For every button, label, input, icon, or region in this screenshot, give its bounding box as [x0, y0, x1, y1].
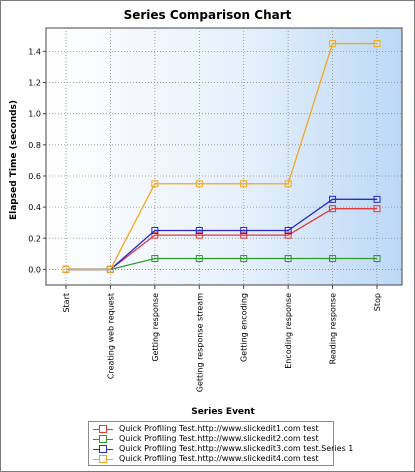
data-point — [284, 180, 292, 188]
chart-title: Series Comparison Chart — [123, 8, 292, 22]
y-tick-label: 0.6 — [28, 172, 41, 181]
data-point — [329, 205, 337, 213]
y-tick-label: 1.0 — [28, 110, 41, 119]
legend-marker-3 — [99, 445, 107, 453]
legend-label-1: Quick Profiling Test.http://www.slickedi… — [119, 424, 319, 433]
data-point — [329, 195, 337, 203]
data-point — [62, 265, 70, 273]
x-tick-label: Getting response — [151, 293, 160, 362]
legend-marker-2 — [99, 435, 107, 443]
data-point — [373, 255, 381, 263]
x-tick-label: Encoding response — [284, 293, 293, 369]
data-point — [151, 255, 159, 263]
legend: Quick Profiling Test.http://www.slickedi… — [88, 421, 353, 466]
data-point — [151, 231, 159, 239]
data-point — [329, 40, 337, 48]
legend-marker-4 — [99, 455, 107, 463]
data-point — [240, 226, 248, 234]
data-point — [284, 231, 292, 239]
data-point — [373, 40, 381, 48]
series-line-3 — [66, 198, 377, 271]
axes: 0.0 0.2 0.4 0.6 0.8 1.0 1.2 1.4 Start Creating we… — [28, 47, 382, 392]
y-tick-label: 0.4 — [28, 203, 41, 212]
x-axis-label: Series Event — [191, 407, 255, 417]
data-point — [284, 226, 292, 234]
data-point — [195, 231, 203, 239]
data-point — [284, 255, 292, 263]
x-tick-label: Stop — [373, 293, 382, 311]
data-point — [151, 180, 159, 188]
x-tick-label: Reading response — [329, 293, 338, 364]
data-point — [240, 180, 248, 188]
legend-marker-1 — [99, 425, 107, 433]
plot-area — [45, 27, 403, 286]
data-point — [240, 255, 248, 263]
legend-label-3: Quick Profiling Test.http://www.slickedi… — [119, 444, 354, 453]
data-point — [106, 265, 114, 273]
series-line-4 — [66, 42, 377, 271]
gridlines — [46, 28, 402, 285]
x-tick-label: Getting encoding — [240, 293, 249, 362]
y-tick-label: 0.2 — [28, 234, 41, 243]
legend-item: Quick Profiling Test.http://www.slickedi… — [89, 454, 333, 465]
data-point — [195, 255, 203, 263]
legend-label-2: Quick Profiling Test.http://www.slickedi… — [119, 434, 319, 443]
data-point — [373, 205, 381, 213]
x-tick-label: Start — [62, 293, 71, 313]
data-point — [151, 226, 159, 234]
x-tick-label: Getting response stream — [195, 293, 204, 392]
series-lines — [62, 40, 381, 273]
legend-item: Quick Profiling Test.http://www.slickedi… — [89, 444, 353, 455]
data-point — [373, 195, 381, 203]
data-point — [329, 255, 337, 263]
legend-label-4: Quick Profiling Test.http://www.slickedi… — [119, 454, 319, 463]
y-tick-label: 1.4 — [28, 47, 41, 56]
x-tick-label: Creating web request — [106, 293, 115, 379]
legend-item: Quick Profiling Test.http://www.slickedi… — [89, 424, 333, 435]
y-tick-label: 0.0 — [28, 265, 41, 274]
y-axis-label: Elapsed Time (seconds) — [9, 100, 19, 220]
legend-item: Quick Profiling Test.http://www.slickedi… — [89, 434, 333, 445]
y-tick-label: 0.8 — [28, 141, 41, 150]
series-line-2 — [66, 257, 377, 271]
data-point — [195, 180, 203, 188]
y-tick-label: 1.2 — [28, 79, 41, 88]
data-point — [240, 231, 248, 239]
data-point — [195, 226, 203, 234]
